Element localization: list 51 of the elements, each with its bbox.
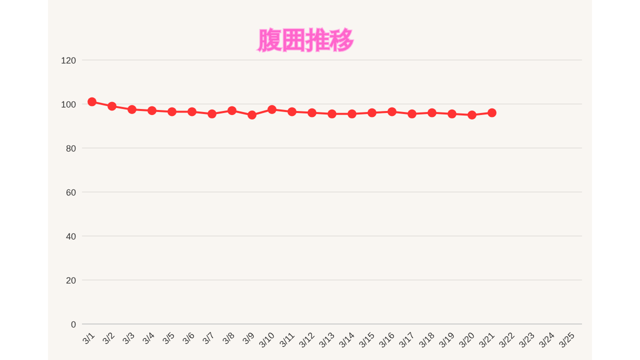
point: [368, 108, 376, 118]
x-tick-label: 3/11: [277, 330, 296, 350]
point: [88, 97, 96, 106]
x-tick-label: 3/23: [516, 330, 536, 350]
point: [388, 107, 396, 116]
x-tick-label: 3/7: [200, 330, 216, 346]
x-tick-label: 3/9: [240, 330, 256, 346]
point: [208, 109, 216, 118]
x-tick-label: 3/10: [256, 330, 276, 350]
x-tick-label: 3/2: [100, 330, 116, 346]
point: [168, 107, 176, 116]
y-tick-label: 20: [66, 276, 76, 286]
point: [308, 108, 316, 118]
y-tick-label: 120: [60, 56, 76, 66]
point: [448, 109, 456, 118]
x-tick-label: 3/13: [316, 330, 336, 350]
x-tick-label: 3/4: [140, 330, 156, 346]
point: [488, 108, 496, 118]
point: [248, 110, 256, 120]
x-tick-label: 3/21: [476, 330, 496, 350]
point: [328, 109, 336, 118]
x-tick-label: 3/14: [336, 330, 356, 350]
x-tick-label: 3/24: [536, 330, 556, 350]
x-tick-label: 3/5: [160, 330, 176, 346]
x-tick-label: 3/16: [376, 330, 396, 350]
x-tick-label: 3/1: [80, 330, 96, 346]
y-tick-label: 0: [70, 320, 76, 330]
point: [428, 108, 436, 118]
point: [148, 106, 156, 116]
x-tick-label: 3/12: [296, 330, 316, 350]
y-tick-label: 40: [66, 232, 76, 242]
point: [188, 107, 196, 116]
y-tick-label: 60: [66, 188, 76, 198]
point: [408, 109, 416, 118]
point: [228, 106, 236, 116]
x-tick-label: 3/8: [220, 330, 236, 346]
point: [348, 109, 356, 118]
x-tick-label: 3/3: [120, 330, 136, 346]
chart-title: 腹囲推移: [257, 27, 354, 54]
x-tick-label: 3/6: [180, 330, 196, 346]
y-tick-label: 100: [60, 100, 76, 110]
x-tick-label: 3/19: [436, 330, 456, 350]
point: [468, 110, 476, 120]
x-tick-label: 3/18: [416, 330, 436, 350]
point: [288, 107, 296, 116]
x-tick-label: 3/20: [456, 330, 476, 350]
y-tick-label: 80: [66, 144, 76, 154]
point: [268, 105, 276, 114]
point: [108, 102, 116, 111]
point: [128, 105, 136, 114]
x-tick-label: 3/22: [496, 330, 516, 350]
